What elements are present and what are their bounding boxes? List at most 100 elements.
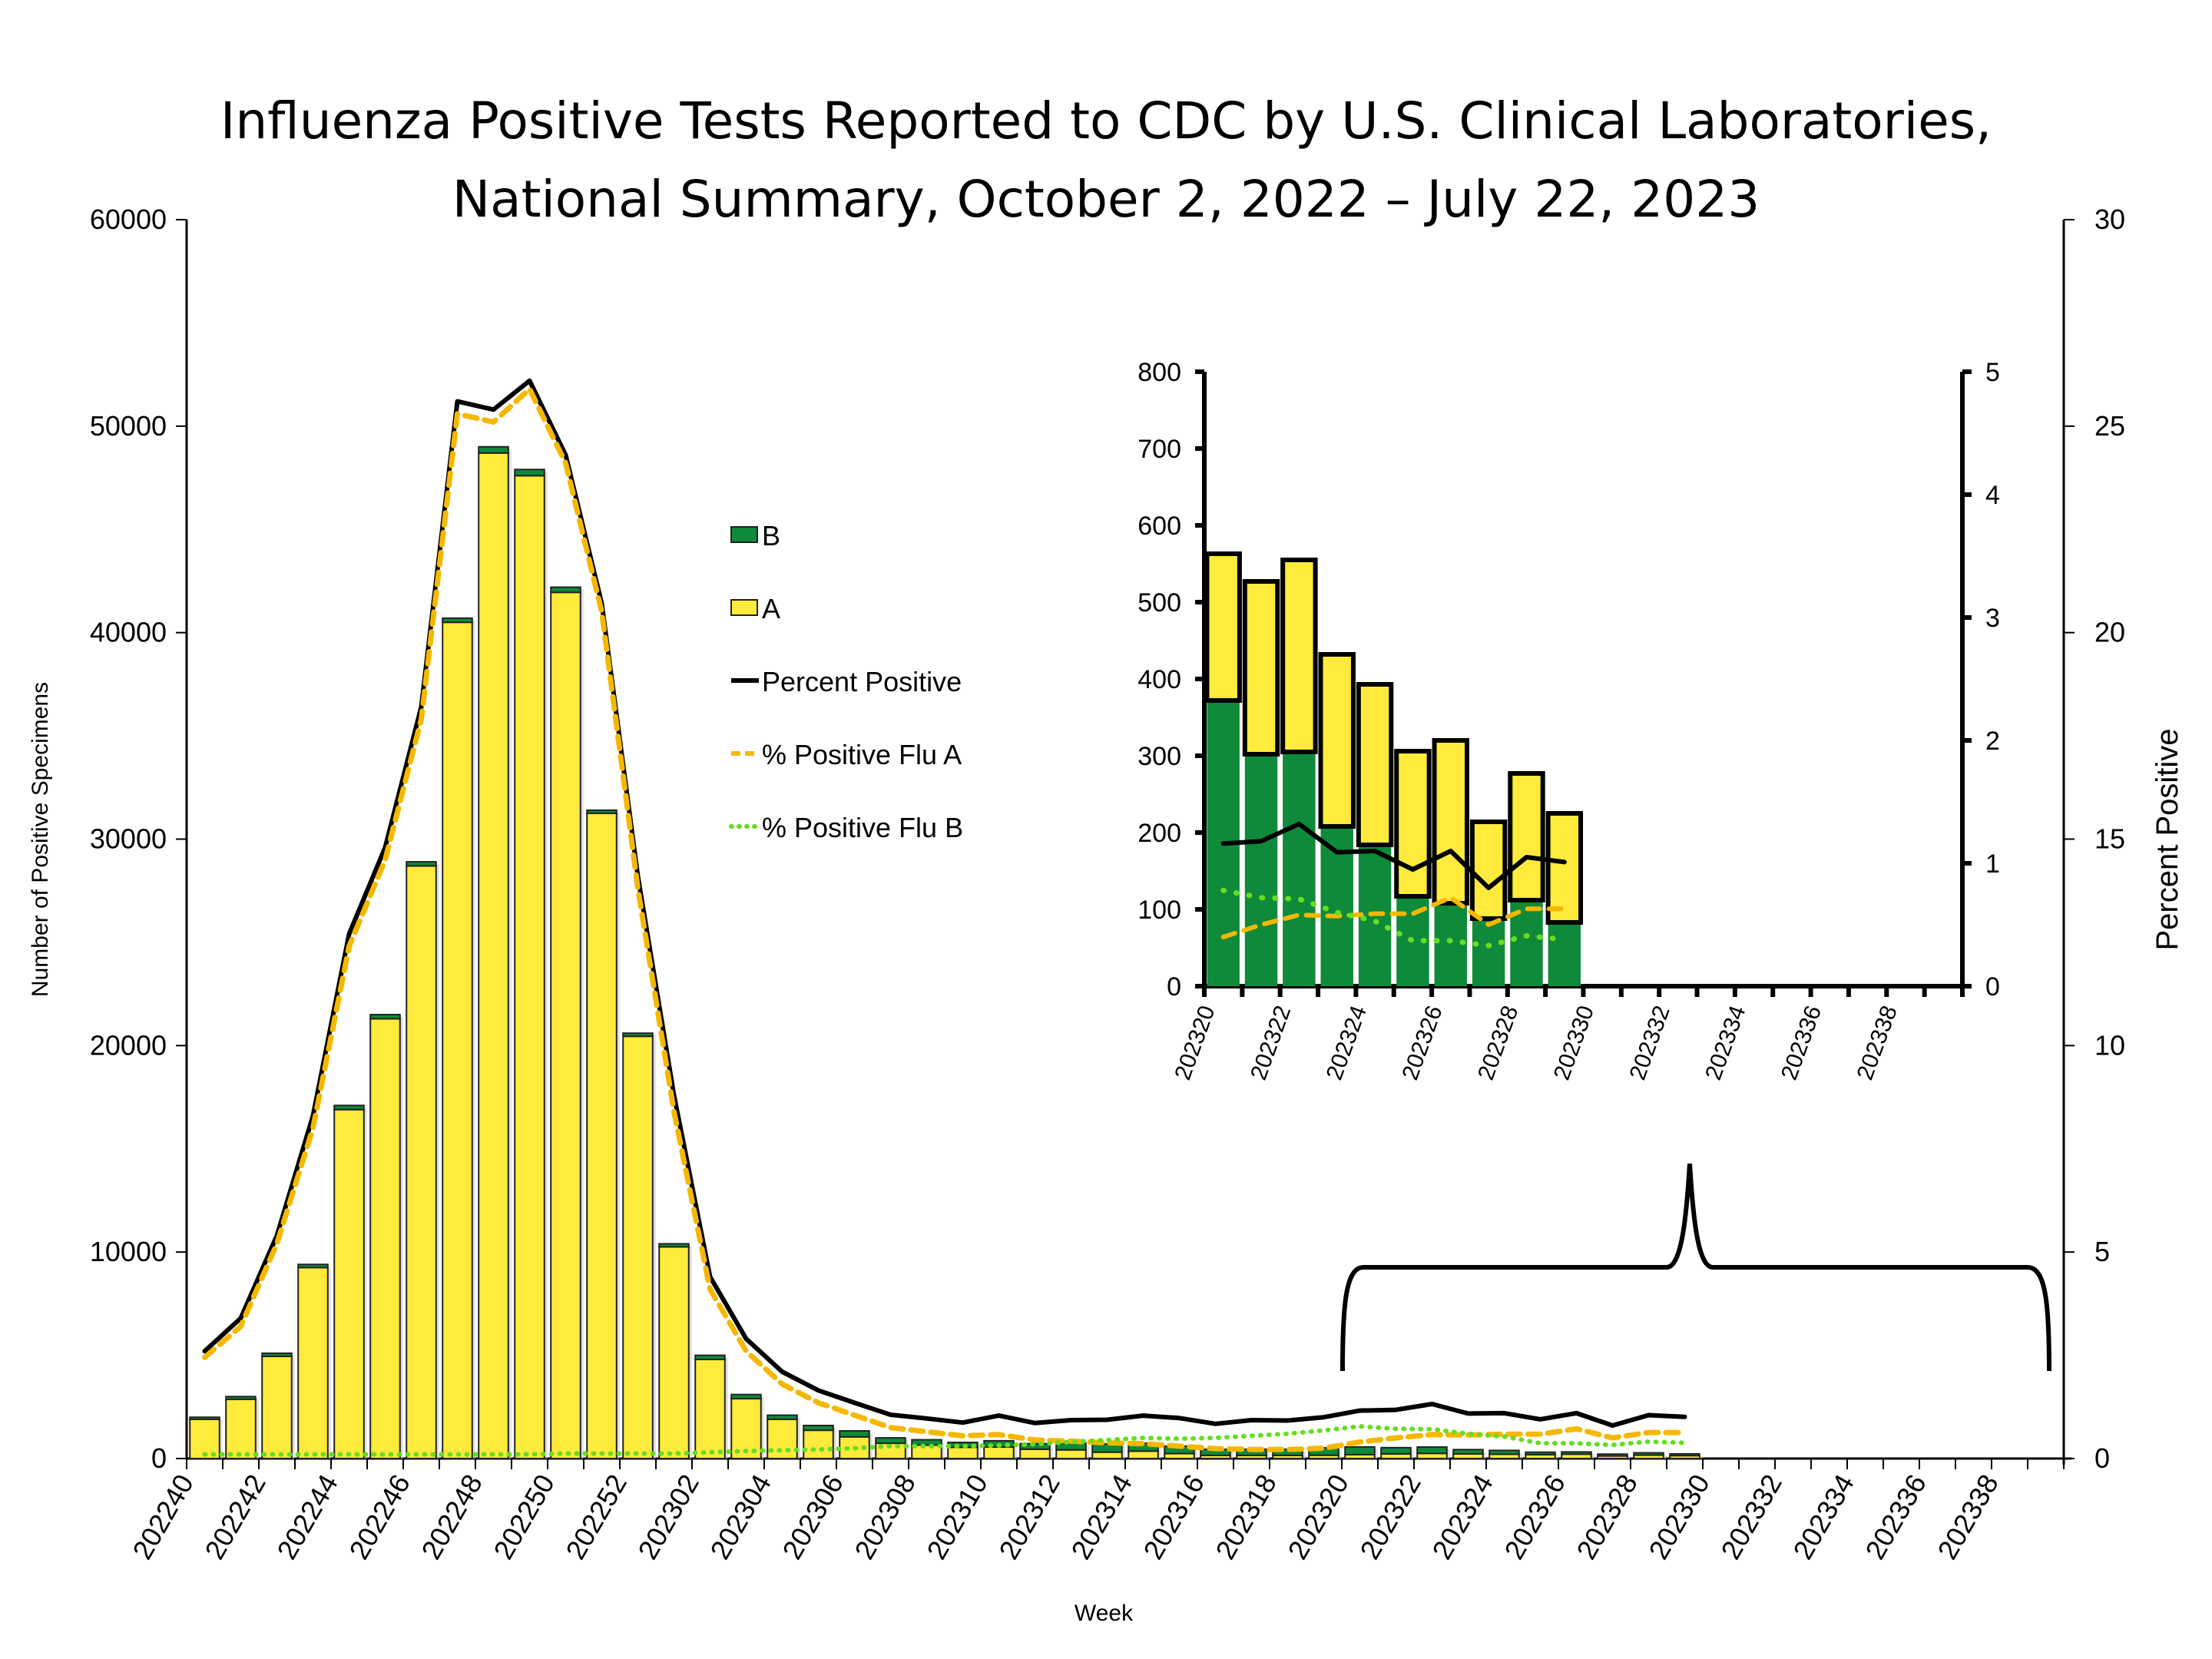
y-right-tick-label: 0 bbox=[2094, 1442, 2110, 1474]
brace-connector bbox=[1340, 1163, 2051, 1372]
inset-x-tick-label: 202334 bbox=[1700, 1002, 1750, 1083]
inset-bar-flu-a bbox=[1508, 771, 1545, 902]
bar-flu-b bbox=[1344, 1445, 1376, 1455]
x-tick-label: 202302 bbox=[631, 1469, 705, 1565]
legend-label: % Positive Flu A bbox=[762, 739, 962, 770]
inset-y-tick-label: 500 bbox=[1137, 588, 1181, 618]
x-tick-label: 202320 bbox=[1281, 1469, 1355, 1565]
legend-label: A bbox=[762, 593, 780, 624]
inset-y-right-tick-label: 2 bbox=[1985, 727, 2000, 756]
bar-flu-b bbox=[1488, 1449, 1520, 1455]
inset-y-tick-label: 400 bbox=[1137, 665, 1181, 694]
legend-swatch-a bbox=[730, 599, 758, 616]
y-right-tick-label: 30 bbox=[2094, 204, 2125, 235]
bar-flu-b bbox=[911, 1439, 942, 1446]
y-right-tick-label: 25 bbox=[2094, 410, 2125, 442]
bar-flu-b bbox=[622, 1032, 654, 1038]
inset-bar-flu-b bbox=[1548, 922, 1581, 986]
inset-y-tick-label: 0 bbox=[1167, 972, 1181, 1002]
bar-flu-b bbox=[442, 617, 473, 624]
y-axis-right-title: Percent Positive bbox=[2151, 728, 2184, 950]
bar-flu-a bbox=[550, 591, 581, 1459]
inset-x-tick-label: 202328 bbox=[1473, 1002, 1523, 1083]
inset-bars bbox=[1204, 551, 1584, 986]
bar-flu-a bbox=[261, 1355, 293, 1459]
x-tick-label: 202248 bbox=[415, 1469, 488, 1565]
bar-flu-b bbox=[297, 1263, 329, 1269]
bar-flu-b bbox=[767, 1414, 798, 1420]
bar-flu-a bbox=[442, 621, 473, 1459]
legend: B A Percent Positive % Positive Flu A % Posi… bbox=[729, 520, 963, 843]
bar-flu-b bbox=[225, 1396, 257, 1400]
x-tick-label: 202246 bbox=[343, 1469, 416, 1565]
x-tick-label: 202322 bbox=[1353, 1469, 1427, 1565]
inset-bar-flu-b bbox=[1283, 752, 1316, 986]
bar-flu-b bbox=[1091, 1442, 1123, 1453]
inset-y-tick-label: 800 bbox=[1137, 358, 1181, 387]
inset-lines bbox=[1220, 821, 1568, 949]
x-tick-label: 202336 bbox=[1859, 1469, 1932, 1565]
x-tick-label: 202326 bbox=[1498, 1469, 1571, 1565]
inset-x-tick-label: 202324 bbox=[1322, 1002, 1372, 1083]
bar-flu-b bbox=[1561, 1451, 1592, 1455]
x-tick-label: 202338 bbox=[1931, 1469, 2005, 1565]
bar-flu-b bbox=[1597, 1453, 1628, 1457]
bar-flu-b bbox=[803, 1424, 834, 1432]
chart-title-line2: National Summary, October 2, 2022 – July… bbox=[452, 170, 1760, 229]
bar-flu-b bbox=[1525, 1451, 1556, 1455]
x-tick-label: 202308 bbox=[848, 1469, 922, 1565]
bar-flu-b bbox=[550, 586, 581, 594]
x-tick-label: 202244 bbox=[270, 1469, 344, 1565]
x-tick-label: 202242 bbox=[198, 1469, 272, 1565]
bar-flu-a bbox=[622, 1035, 654, 1459]
inset-x-tick-label: 202326 bbox=[1397, 1002, 1447, 1083]
inset-y-tick-label: 200 bbox=[1137, 819, 1181, 848]
inset-bar-flu-a bbox=[1432, 738, 1469, 906]
y-tick-label: 50000 bbox=[90, 410, 167, 442]
bar-flu-b bbox=[369, 1014, 401, 1020]
legend-swatch-b bbox=[730, 526, 758, 543]
bar-flu-a bbox=[694, 1358, 726, 1459]
inset-chart: 0 100 200 300 400 500 600 700 800 0 1 2 3 4 5 202320 202… bbox=[1137, 358, 2000, 1083]
inset-bar-flu-a bbox=[1469, 820, 1508, 921]
inset-bar-flu-a bbox=[1242, 579, 1280, 757]
x-tick-label: 202332 bbox=[1714, 1469, 1788, 1565]
chart-title-line1: Influenza Positive Tests Reported to CDC… bbox=[220, 91, 1992, 151]
bar-flu-a bbox=[803, 1429, 834, 1459]
inset-bar-flu-b bbox=[1472, 919, 1505, 986]
legend-label: Percent Positive bbox=[762, 666, 962, 697]
x-tick-label: 202316 bbox=[1137, 1469, 1210, 1565]
x-tick-label: 202318 bbox=[1209, 1469, 1283, 1565]
inset-y-tick-label: 700 bbox=[1137, 435, 1181, 464]
y-tick-label: 20000 bbox=[90, 1029, 167, 1061]
bar-flu-b bbox=[839, 1429, 870, 1438]
bar-flu-b bbox=[406, 861, 437, 867]
inset-y-tick-label: 300 bbox=[1137, 742, 1181, 771]
y-right-tick-label: 15 bbox=[2094, 823, 2125, 855]
bar-flu-a bbox=[983, 1445, 1015, 1459]
bar-flu-b bbox=[189, 1416, 220, 1420]
bar-flu-a bbox=[1055, 1449, 1087, 1459]
y-tick-label: 60000 bbox=[90, 204, 167, 235]
bar-flu-a bbox=[406, 865, 437, 1460]
bar-flu-b bbox=[478, 445, 509, 454]
inset-y-right-tick-label: 3 bbox=[1985, 604, 2000, 633]
x-tick-label: 202312 bbox=[992, 1469, 1066, 1565]
inset-bar-flu-a bbox=[1280, 558, 1318, 754]
inset-y-right-tick-label: 5 bbox=[1985, 358, 2000, 387]
bar-flu-b bbox=[586, 809, 618, 814]
inset-y-tick-label: 100 bbox=[1137, 896, 1181, 925]
line-pct-flu-a bbox=[202, 386, 1687, 1452]
y-tick-label: 40000 bbox=[90, 617, 167, 648]
line-pct-flu-b bbox=[202, 1424, 1687, 1457]
bar-flu-a bbox=[189, 1418, 220, 1459]
bar-flu-a bbox=[586, 812, 618, 1460]
bar-flu-b bbox=[1633, 1452, 1664, 1456]
x-tick-label: 202240 bbox=[126, 1469, 200, 1565]
bar-flu-a bbox=[730, 1398, 762, 1459]
inset-y-right-tick-label: 4 bbox=[1985, 481, 2000, 510]
inset-bar-flu-a bbox=[1356, 682, 1394, 847]
y-tick-label: 0 bbox=[151, 1442, 167, 1474]
x-tick-label: 202324 bbox=[1426, 1469, 1499, 1565]
